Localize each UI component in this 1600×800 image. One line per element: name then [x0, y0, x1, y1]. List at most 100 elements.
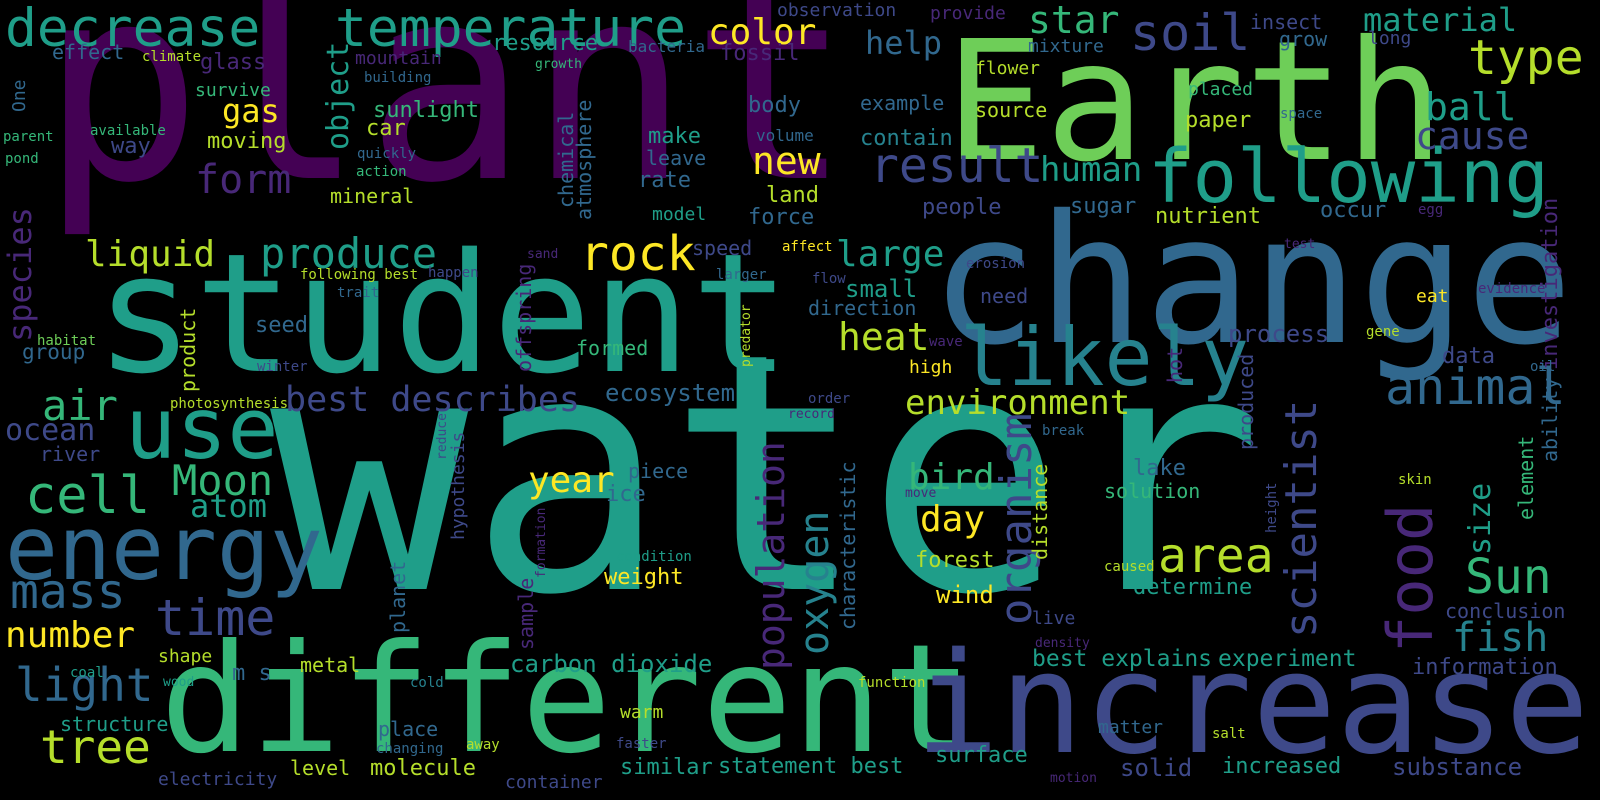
cloud-word-data: data	[1442, 344, 1495, 369]
cloud-word-process: process	[1228, 320, 1330, 348]
cloud-word-experiment: experiment	[1218, 646, 1357, 672]
cloud-word-function: function	[858, 675, 926, 691]
cloud-word-mass: mass	[10, 564, 126, 620]
cloud-word-way: way	[111, 134, 151, 159]
cloud-word-sugar: sugar	[1070, 194, 1137, 219]
cloud-word-species: species	[1, 207, 39, 342]
cloud-word-determine: determine	[1133, 575, 1253, 600]
cloud-word-piece: piece	[628, 459, 689, 483]
cloud-word-effect: effect	[52, 40, 125, 64]
cloud-word-faster: faster	[616, 736, 667, 752]
cloud-word-electricity: electricity	[158, 769, 278, 790]
cloud-word-glass: glass	[200, 50, 267, 75]
cloud-word-change: change	[930, 177, 1573, 384]
cloud-word-ocean: ocean	[5, 413, 96, 448]
cloud-word-forest: forest	[915, 548, 995, 573]
cloud-word-mineral: mineral	[330, 184, 415, 208]
cloud-word-force: force	[748, 205, 815, 230]
cloud-word-observation: observation	[777, 0, 897, 21]
cloud-word-resource: resource	[492, 31, 598, 56]
cloud-word-molecule: molecule	[370, 756, 476, 781]
cloud-word-sun: Sun	[1465, 549, 1552, 605]
cloud-word-offspring: offspring	[512, 263, 536, 372]
cloud-word-solid: solid	[1120, 754, 1193, 782]
cloud-word-solution: solution	[1104, 479, 1201, 503]
cloud-word-cold: cold	[410, 675, 444, 691]
cloud-word-bird: bird	[908, 457, 995, 498]
cloud-word-wind: wind	[936, 581, 994, 609]
cloud-word-break: break	[1042, 423, 1085, 439]
cloud-word-seed: seed	[255, 313, 308, 338]
cloud-word-model: model	[652, 204, 707, 225]
cloud-word-object: object	[321, 41, 356, 150]
cloud-word-form: form	[195, 157, 292, 203]
cloud-word-year: year	[528, 460, 615, 501]
cloud-word-flow: flow	[812, 271, 846, 287]
cloud-word-rate: rate	[638, 168, 691, 193]
cloud-word-need: need	[980, 284, 1029, 308]
cloud-word-structure: structure	[60, 712, 169, 736]
cloud-word-cell: cell	[25, 466, 151, 526]
cloud-word-available: available	[90, 123, 166, 139]
cloud-word-scientist: scientist	[1276, 399, 1327, 638]
cloud-word-contain: contain	[860, 126, 953, 151]
cloud-word-speed: speed	[692, 236, 753, 260]
cloud-word-gas: gas	[222, 92, 280, 130]
cloud-word-statement-best: statement best	[718, 754, 904, 779]
cloud-word-people: people	[922, 195, 1002, 220]
cloud-word-placed: placed	[1188, 79, 1254, 100]
cloud-word-environment: environment	[905, 383, 1131, 423]
cloud-word-planet: planet	[386, 560, 410, 633]
cloud-word-help: help	[865, 24, 943, 62]
cloud-word-car: car	[366, 116, 406, 141]
cloud-word-following: following	[1148, 134, 1549, 220]
cloud-word-color: color	[708, 12, 817, 53]
cloud-word-grow: grow	[1279, 27, 1328, 51]
cloud-word-skin: skin	[1398, 472, 1432, 488]
cloud-word-condition: condition	[616, 549, 692, 565]
cloud-word-product: product	[176, 307, 200, 392]
cloud-word-provide: provide	[930, 3, 1006, 24]
cloud-word-new: new	[752, 139, 821, 183]
cloud-word-eat: eat	[1416, 286, 1449, 307]
cloud-word-water: water	[270, 283, 1264, 667]
cloud-word-fossil: fossil	[720, 41, 800, 66]
cloud-word-ball: ball	[1425, 85, 1517, 129]
cloud-word-rock: rock	[580, 226, 696, 282]
cloud-word-similar: similar	[620, 755, 713, 780]
cloud-word-move: move	[905, 486, 937, 501]
cloud-word-building: building	[364, 70, 432, 86]
cloud-word-example: example	[860, 91, 945, 115]
cloud-word-away: away	[466, 737, 500, 753]
cloud-word-density: density	[1035, 636, 1090, 651]
cloud-word-produce: produce	[260, 229, 438, 278]
cloud-word-shape: shape	[158, 646, 213, 667]
cloud-word-growth: growth	[535, 57, 582, 72]
cloud-word-metal: metal	[300, 653, 361, 677]
cloud-word-sunlight: sunlight	[373, 98, 479, 123]
cloud-word-live: live	[1032, 608, 1076, 629]
cloud-word-different: different	[160, 613, 973, 787]
cloud-word-predator: predator	[739, 304, 754, 367]
cloud-word-energy: energy	[5, 497, 323, 600]
cloud-word-insect: insect	[1250, 10, 1323, 34]
cloud-word-winter: winter	[257, 359, 308, 375]
cloud-word-food: food	[1374, 503, 1447, 653]
cloud-word-oxygen: oxygen	[792, 510, 838, 656]
cloud-word-caused: caused	[1104, 559, 1155, 575]
cloud-word-oil: oil	[1530, 359, 1556, 375]
cloud-word-distance: distance	[1028, 463, 1052, 560]
cloud-word-place: place	[378, 717, 439, 741]
cloud-word-surface: surface	[935, 743, 1028, 768]
cloud-word-high: high	[909, 357, 953, 378]
cloud-word-small: small	[845, 275, 918, 303]
cloud-word-sample: sample	[514, 577, 538, 650]
cloud-word-earth: Earth	[945, 6, 1445, 199]
cloud-word-salt: salt	[1212, 726, 1246, 742]
cloud-word-number: number	[5, 615, 136, 656]
cloud-word-direction: direction	[808, 296, 917, 320]
cloud-word-evidence: evidence	[1478, 281, 1546, 297]
cloud-word-group: group	[22, 340, 86, 364]
cloud-word-formed: formed	[576, 336, 649, 360]
cloud-word-mountain: mountain	[355, 48, 442, 69]
